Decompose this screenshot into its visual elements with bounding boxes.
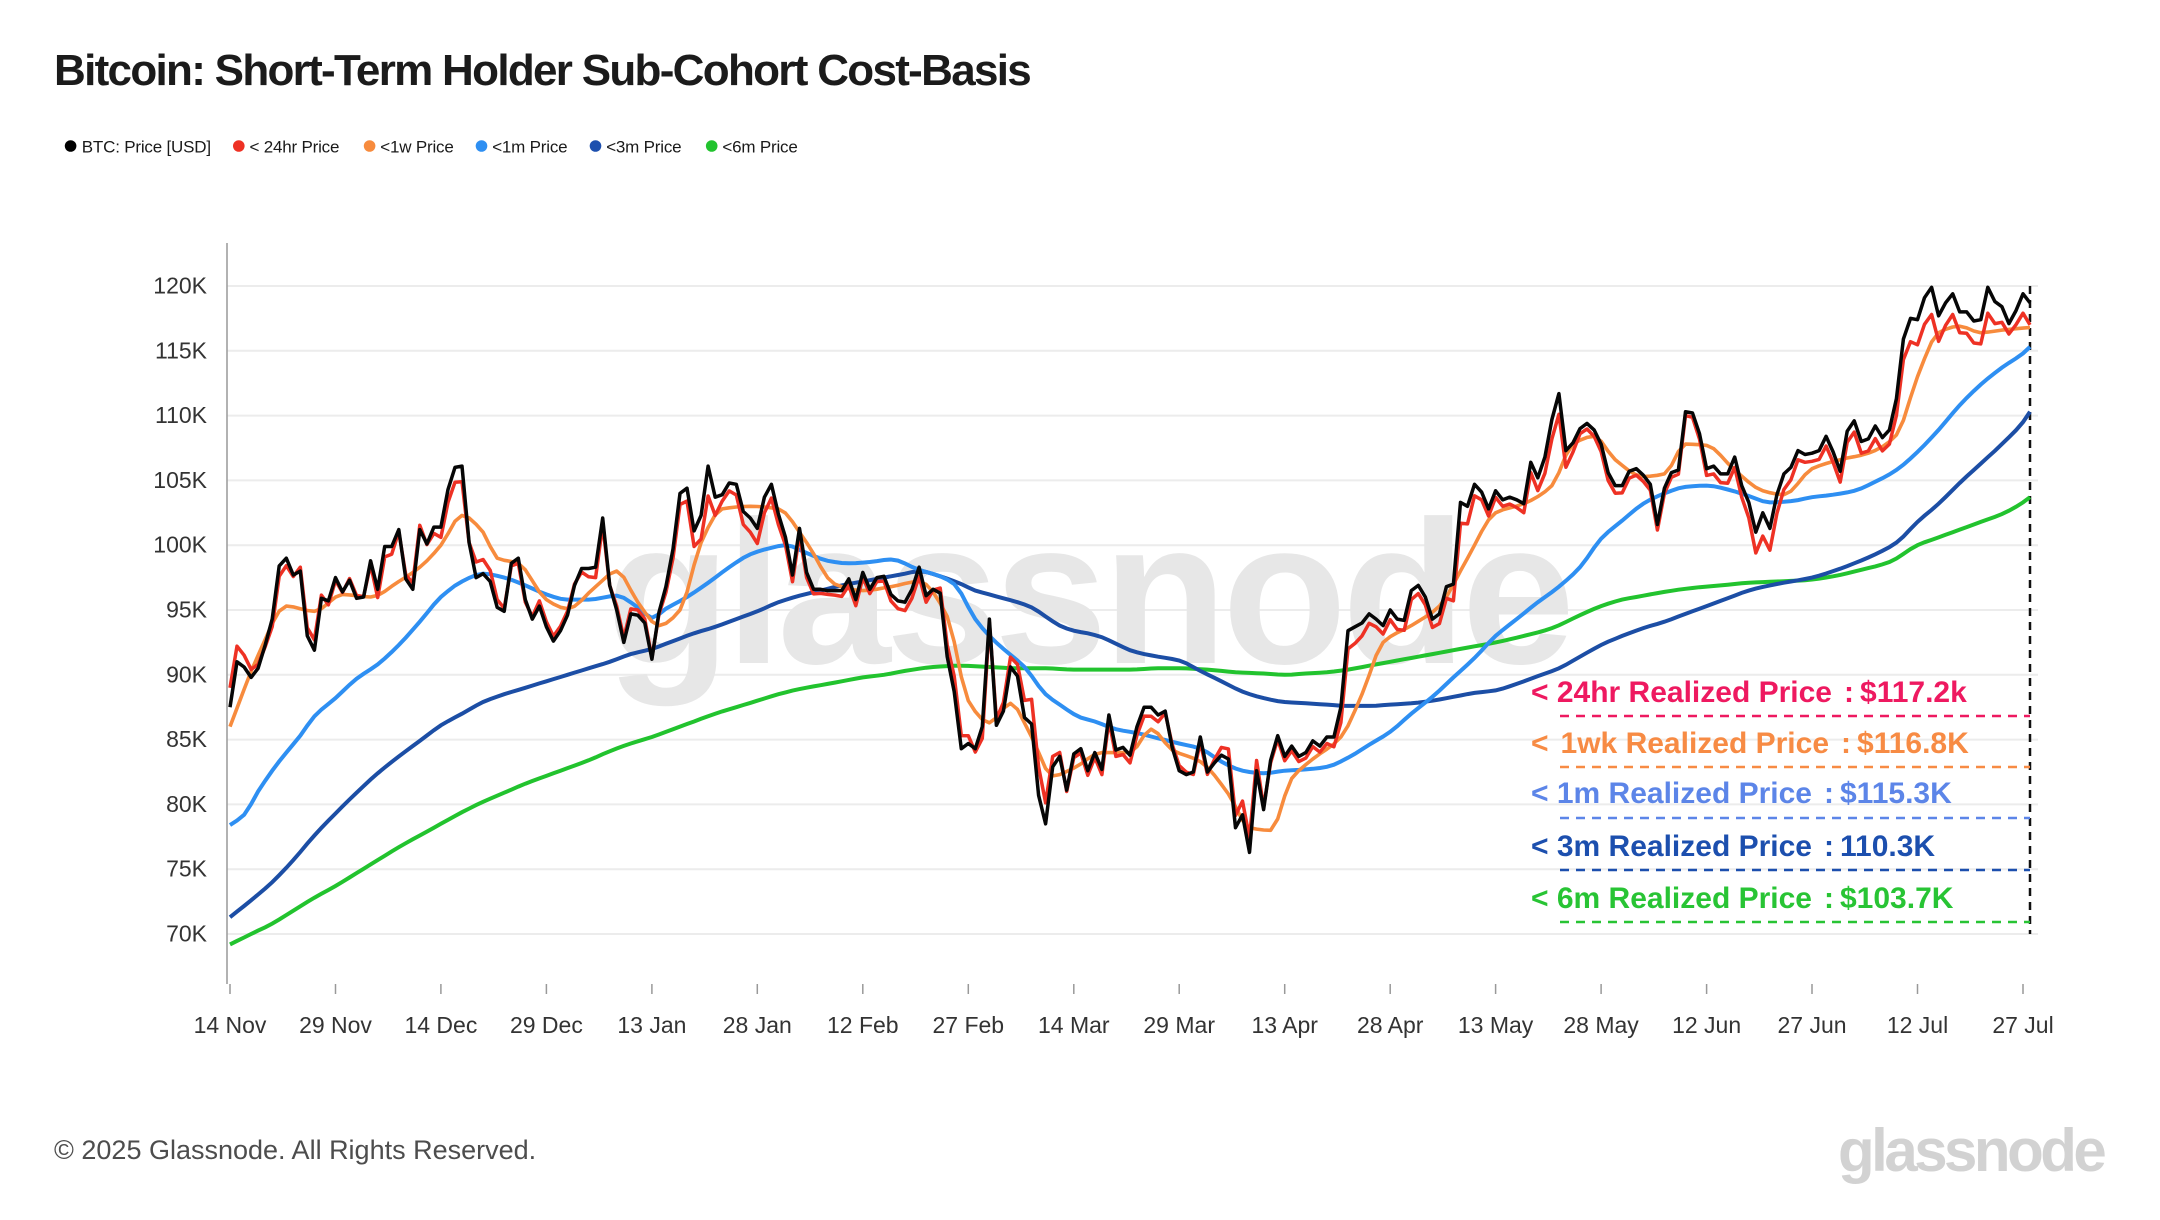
svg-text:BTC: Price [USD]: BTC: Price [USD] [82,138,211,157]
svg-text:110K: 110K [155,402,208,428]
svg-text:27 Jun: 27 Jun [1777,1012,1846,1038]
svg-text:< 1m Realized Price : $115.3K: < 1m Realized Price : $115.3K [1531,777,1952,810]
svg-text:< 3m Realized Price : 110.3K: < 3m Realized Price : 110.3K [1531,830,1935,863]
svg-text:< 24hr Realized Price : $117.: < 24hr Realized Price : $117.2k [1531,676,1967,709]
svg-text:<3m Price: <3m Price [606,138,681,157]
svg-text:105K: 105K [153,467,207,493]
svg-text:13 Apr: 13 Apr [1251,1012,1318,1038]
svg-text:29 Nov: 29 Nov [299,1012,372,1038]
svg-text:29 Dec: 29 Dec [510,1012,583,1038]
svg-text:<1w Price: <1w Price [380,138,453,157]
svg-text:12 Feb: 12 Feb [827,1012,899,1038]
svg-text:115K: 115K [155,337,208,363]
svg-text:14 Mar: 14 Mar [1038,1012,1110,1038]
svg-text:28 Apr: 28 Apr [1357,1012,1424,1038]
svg-text:<6m Price: <6m Price [722,138,797,157]
svg-text:90K: 90K [166,661,208,687]
svg-text:28 May: 28 May [1563,1012,1639,1038]
svg-text:85K: 85K [166,726,208,752]
svg-text:<1m Price: <1m Price [492,138,567,157]
svg-text:28 Jan: 28 Jan [723,1012,792,1038]
svg-text:< 1wk Realized Price : $116.: < 1wk Realized Price : $116.8K [1531,727,1969,760]
svg-text:14 Dec: 14 Dec [404,1012,477,1038]
svg-text:14 Nov: 14 Nov [194,1012,267,1038]
svg-text:glassnode: glassnode [606,479,1570,707]
svg-text:13 Jan: 13 Jan [617,1012,686,1038]
svg-text:120K: 120K [153,273,207,299]
svg-text:Bitcoin: Short-Term Holder Sub: Bitcoin: Short-Term Holder Sub-Cohort Co… [54,46,1030,95]
svg-text:27 Jul: 27 Jul [1992,1012,2053,1038]
svg-text:< 24hr Price: < 24hr Price [250,138,340,157]
svg-text:< 6m Realized Price : $103.7K: < 6m Realized Price : $103.7K [1531,882,1954,915]
svg-text:80K: 80K [166,791,208,817]
svg-text:75K: 75K [166,856,208,882]
svg-text:glassnode: glassnode [1838,1117,2105,1184]
svg-text:13 May: 13 May [1458,1012,1534,1038]
svg-text:© 2025 Glassnode. All Rights R: © 2025 Glassnode. All Rights Reserved. [54,1135,536,1165]
svg-text:12 Jul: 12 Jul [1887,1012,1948,1038]
svg-text:95K: 95K [166,597,208,623]
svg-text:29 Mar: 29 Mar [1143,1012,1215,1038]
svg-text:12 Jun: 12 Jun [1672,1012,1741,1038]
svg-text:27 Feb: 27 Feb [932,1012,1004,1038]
svg-text:70K: 70K [166,921,208,947]
svg-text:100K: 100K [153,532,207,558]
